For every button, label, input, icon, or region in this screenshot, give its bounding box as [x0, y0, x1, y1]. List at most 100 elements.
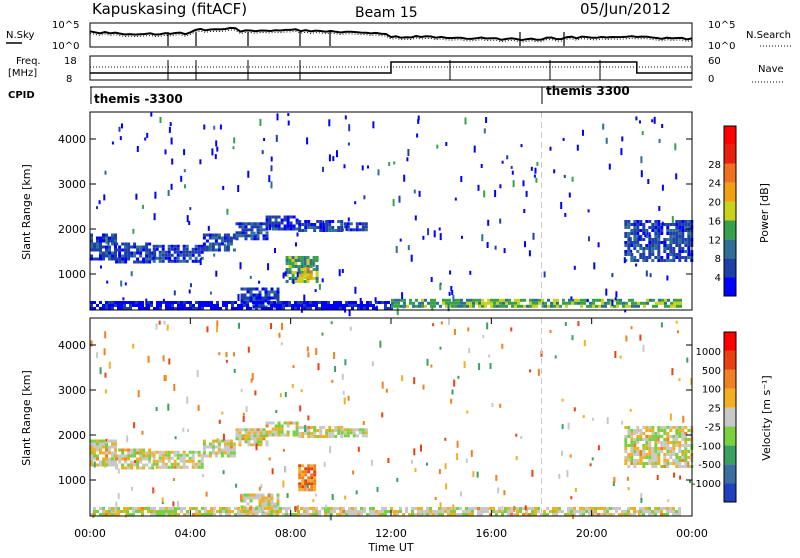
freq-panel: Freq. [MHz] 18 8 60 0 Nave CPID themis -…: [8, 55, 784, 106]
power-cbar-segment: [724, 239, 736, 259]
date-label: 05/Jun/2012: [580, 0, 671, 18]
noise-right-tick-bottom: 10^0: [708, 41, 735, 52]
power-band: [300, 267, 313, 280]
velocity-colorbar: 1000 500 100 25 -25 -100 -500 -1000: [692, 331, 737, 503]
velocity-panel: 1000 2000 3000 4000 Slant Range [km] 1000 50…: [20, 317, 773, 554]
time-tick: 16:00: [475, 318, 507, 540]
power-band: [391, 298, 682, 308]
power-cbar-label: Power [dB]: [758, 183, 771, 243]
nave-tick-top: 60: [708, 56, 721, 67]
power-cbar-segment: [724, 182, 736, 202]
power-panel: 1000 2000 3000 4000 Slant Range [km] 4 8 12 16…: [20, 111, 771, 317]
time-tick: 00:00: [676, 318, 708, 540]
velocity-cbar-segment: [724, 464, 736, 484]
velocity-band: [115, 448, 155, 470]
svg-text:08:00: 08:00: [275, 527, 307, 540]
beam-label: Beam 15: [355, 5, 418, 21]
freq-label-1: Freq.: [16, 56, 41, 67]
power-yticks: 1000 2000 3000 4000: [58, 133, 692, 281]
noise-right-label: N.Search: [746, 30, 791, 41]
nave-label: Nave: [758, 64, 784, 75]
velocity-band: [265, 421, 299, 437]
velocity-cbar-segment: [724, 426, 736, 446]
svg-text:1000: 1000: [58, 268, 86, 281]
power-band: [265, 215, 299, 231]
svg-text:3000: 3000: [58, 178, 86, 191]
power-ytick: 3000: [58, 178, 692, 191]
velocity-cbar-tick: -500: [698, 460, 721, 471]
velocity-band: [298, 464, 317, 492]
velocity-cbar-segment: [724, 445, 736, 465]
power-cbar-tick: 12: [708, 235, 721, 246]
velocity-yticks: 1000 2000 3000 4000: [58, 339, 692, 487]
velocity-band: [202, 439, 236, 458]
power-cbar-segment: [724, 220, 736, 240]
svg-text:3000: 3000: [58, 384, 86, 397]
velocity-cbar-tick: 1000: [696, 347, 721, 358]
power-cbar-segment: [724, 144, 736, 164]
svg-text:00:00: 00:00: [74, 527, 106, 540]
velocity-band: [152, 450, 204, 469]
velocity-cbar-segment: [724, 483, 736, 502]
velocity-cbar-segment: [724, 350, 736, 370]
svg-text:4000: 4000: [58, 339, 86, 352]
noise-left-tick-top: 10^5: [52, 20, 79, 31]
power-ylabel: Slant Range [km]: [20, 164, 33, 260]
cpid-1: themis -3300: [94, 92, 183, 106]
cpid-2: themis 3300: [546, 84, 630, 98]
power-cbar-segment: [724, 277, 736, 296]
velocity-ytick: 2000: [58, 429, 692, 442]
noise-left-label: N.Sky: [6, 30, 34, 41]
velocity-cbar-tick: -100: [698, 441, 721, 452]
svg-text:12:00: 12:00: [375, 527, 407, 540]
noise-left-tick-bottom: 10^0: [52, 41, 79, 52]
time-tick: 00:00: [74, 318, 106, 540]
velocity-cbar-segment: [724, 369, 736, 389]
power-cbar-tick: 4: [715, 273, 721, 284]
velocity-data: [90, 421, 694, 516]
power-cbar-segment: [724, 126, 736, 145]
svg-text:20:00: 20:00: [576, 527, 608, 540]
power-cbar-segment: [724, 201, 736, 221]
velocity-band: [340, 428, 368, 438]
velocity-cbar-label: Velocity [m s⁻¹]: [760, 375, 773, 460]
radar-title: Kapuskasing (fitACF): [92, 0, 247, 18]
svg-text:00:00: 00:00: [676, 527, 708, 540]
velocity-cbar-segment: [724, 407, 736, 427]
power-band: [152, 244, 204, 263]
noise-right-tick-top: 10^5: [708, 20, 735, 31]
power-cbar-segment: [724, 258, 736, 278]
power-cbar-tick: 28: [708, 160, 721, 171]
velocity-cbar-tick: 500: [702, 366, 721, 377]
power-ytick: 4000: [58, 133, 692, 146]
velocity-cbar-tick: -1000: [692, 479, 721, 490]
power-ytick: 2000: [58, 223, 692, 236]
time-tick: 08:00: [275, 318, 307, 540]
power-cbar-tick: 24: [708, 179, 721, 190]
svg-text:04:00: 04:00: [174, 527, 206, 540]
velocity-ytick: 4000: [58, 339, 692, 352]
freq-tick-bottom: 8: [66, 74, 72, 85]
power-band: [90, 301, 393, 310]
time-tick: 04:00: [174, 318, 206, 540]
power-band: [624, 220, 694, 262]
power-band: [202, 233, 236, 252]
nave-tick-bottom: 0: [708, 74, 714, 85]
time-tick: 20:00: [576, 318, 608, 540]
power-cbar-tick: 20: [708, 198, 721, 209]
velocity-band: [90, 439, 117, 467]
velocity-cbar-segment: [724, 388, 736, 408]
velocity-cbar-tick: 100: [702, 385, 721, 396]
power-colorbar: 4 8 12 16 20 24 28: [708, 125, 737, 297]
freq-label-2: [MHz]: [8, 68, 37, 79]
cpid-label: CPID: [8, 90, 35, 101]
power-cbar-segment: [724, 163, 736, 183]
x-axis-label: Time UT: [367, 541, 413, 554]
power-band: [115, 242, 155, 264]
velocity-cbar-segment: [724, 332, 736, 351]
noise-panel: N.Sky 10^5 10^0 10^5 10^0 N.Search: [6, 20, 792, 52]
velocity-ytick: 1000: [58, 474, 692, 487]
freq-tick-top: 18: [64, 56, 77, 67]
power-band: [235, 222, 269, 241]
